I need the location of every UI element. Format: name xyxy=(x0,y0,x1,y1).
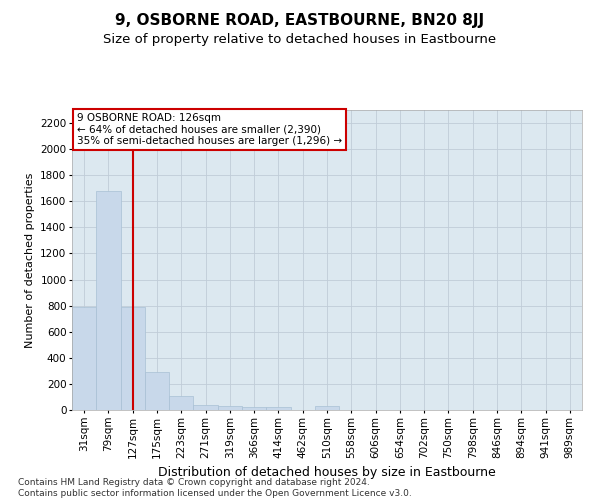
Bar xyxy=(315,406,339,410)
Bar xyxy=(193,405,218,410)
Bar xyxy=(96,191,121,410)
Text: Contains HM Land Registry data © Crown copyright and database right 2024.
Contai: Contains HM Land Registry data © Crown c… xyxy=(18,478,412,498)
Y-axis label: Number of detached properties: Number of detached properties xyxy=(25,172,35,348)
Text: 9 OSBORNE ROAD: 126sqm
← 64% of detached houses are smaller (2,390)
35% of semi-: 9 OSBORNE ROAD: 126sqm ← 64% of detached… xyxy=(77,113,342,146)
Bar xyxy=(72,307,96,410)
X-axis label: Distribution of detached houses by size in Eastbourne: Distribution of detached houses by size … xyxy=(158,466,496,479)
Bar xyxy=(218,406,242,410)
Bar xyxy=(266,408,290,410)
Bar xyxy=(242,408,266,410)
Bar xyxy=(121,307,145,410)
Text: 9, OSBORNE ROAD, EASTBOURNE, BN20 8JJ: 9, OSBORNE ROAD, EASTBOURNE, BN20 8JJ xyxy=(115,12,485,28)
Bar xyxy=(145,372,169,410)
Bar xyxy=(169,396,193,410)
Text: Size of property relative to detached houses in Eastbourne: Size of property relative to detached ho… xyxy=(103,32,497,46)
